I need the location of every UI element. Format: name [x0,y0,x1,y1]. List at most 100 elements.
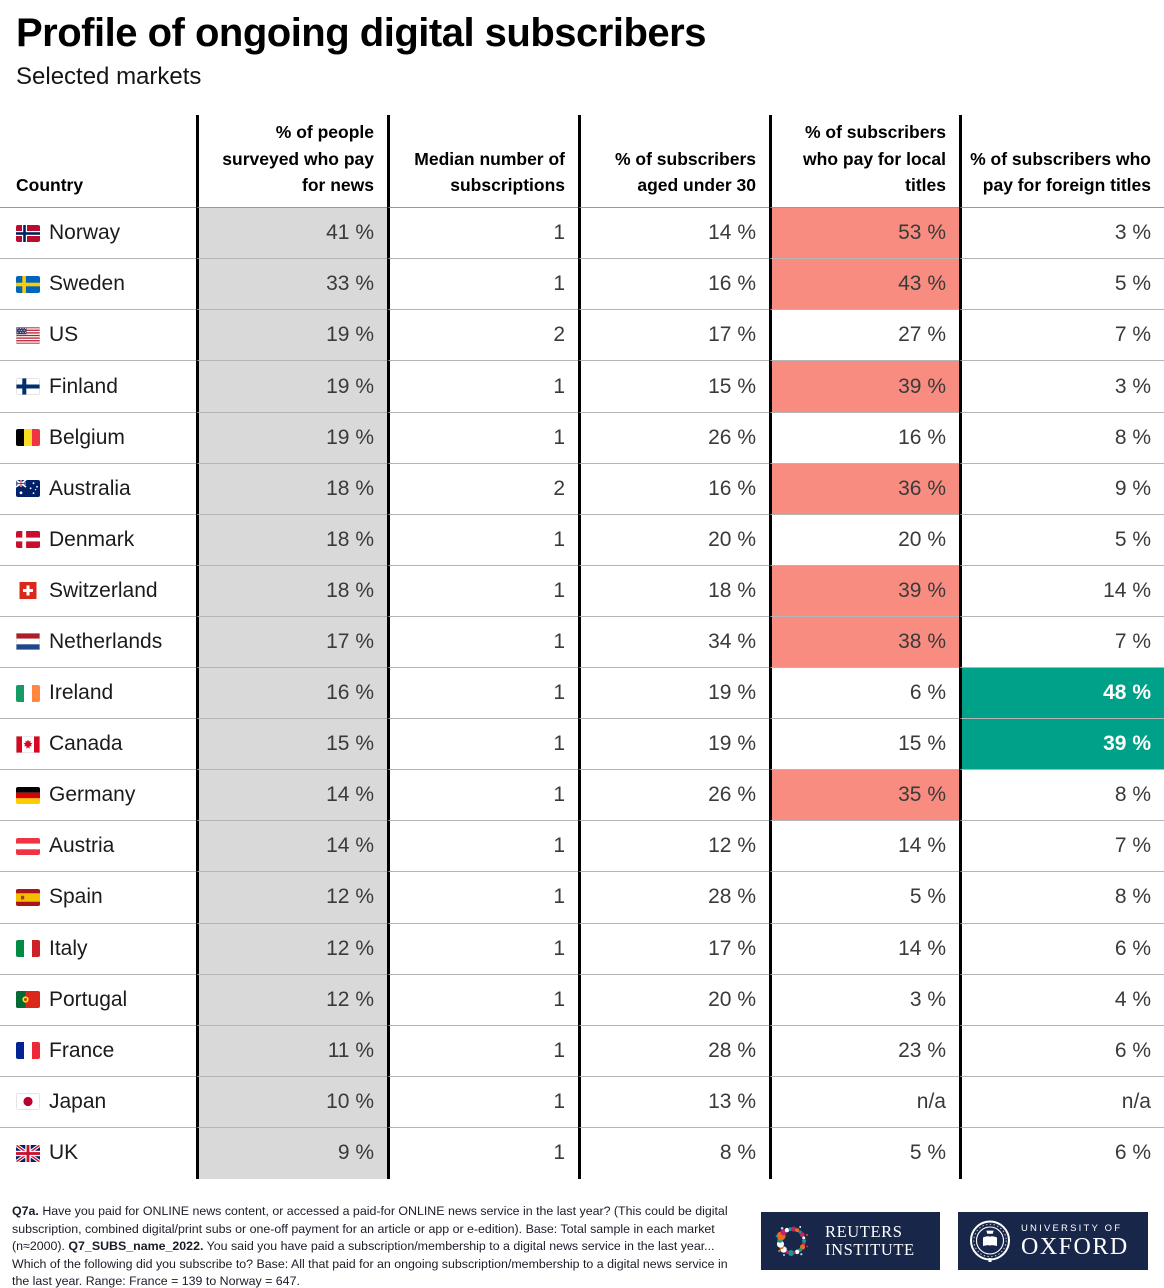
denmark-local-titles-cell: 20 % [769,514,959,566]
france-pay-for-news-cell: 11 % [196,1025,387,1077]
norway-local-titles-cell: 53 % [769,208,959,260]
japan-local-titles-cell: n/a [769,1076,959,1128]
portugal-row-label: Portugal [0,975,196,1026]
austria-row-label: Austria [0,821,196,873]
ireland-flag-icon [16,684,40,702]
germany-median-subscriptions-cell: 1 [387,770,578,822]
reuters-line1: REUTERS [825,1221,903,1241]
italy-row-label: Italy [0,924,196,975]
country-name: France [49,1038,115,1062]
belgium-local-titles-cell: 16 % [769,412,959,464]
country-name: Sweden [49,272,125,296]
france-flag-icon [16,1042,40,1060]
ireland-pay-for-news-cell: 16 % [196,668,387,720]
ireland-row-label: Ireland [0,668,196,720]
country-name: Italy [49,936,88,960]
university-of-oxford-logo: UNIVERSITY OF OXFORD [958,1212,1148,1270]
belgium-row-label: Belgium [0,413,196,464]
spain-flag-icon [16,888,40,906]
denmark-aged-under-30-cell: 20 % [578,514,769,566]
uk-aged-under-30-cell: 8 % [578,1127,769,1179]
spain-aged-under-30-cell: 28 % [578,872,769,924]
netherlands-local-titles-cell: 38 % [769,616,959,669]
denmark-median-subscriptions-cell: 1 [387,514,578,566]
austria-foreign-titles-cell: 7 % [959,821,1164,873]
ireland-median-subscriptions-cell: 1 [387,668,578,720]
norway-row-label: Norway [0,208,196,260]
page-title: Profile of ongoing digital subscribers [16,11,706,55]
japan-median-subscriptions-cell: 1 [387,1076,578,1128]
footnote-segment-3: You said you have paid a subscription/me… [12,1239,728,1288]
us-local-titles-cell: 27 % [769,310,959,362]
netherlands-flag-icon [16,633,40,651]
france-median-subscriptions-cell: 1 [387,1025,578,1077]
australia-local-titles-cell: 36 % [769,463,959,515]
norway-flag-icon [16,224,40,242]
norway-aged-under-30-cell: 14 % [578,208,769,260]
italy-median-subscriptions-cell: 1 [387,923,578,975]
japan-row-label: Japan [0,1077,196,1128]
reuters-institute-logo: REUTERS INSTITUTE [761,1212,940,1270]
norway-median-subscriptions-cell: 1 [387,208,578,260]
australia-flag-icon [16,480,40,498]
country-name: Netherlands [49,629,163,653]
austria-pay-for-news-cell: 14 % [196,821,387,873]
canada-foreign-titles-cell: 39 % [959,719,1164,771]
austria-flag-icon [16,837,40,855]
uk-median-subscriptions-cell: 1 [387,1127,578,1179]
japan-foreign-titles-cell: n/a [959,1076,1164,1128]
country-name: Switzerland [49,578,158,602]
portugal-local-titles-cell: 3 % [769,974,959,1026]
us-pay-for-news-cell: 19 % [196,310,387,362]
uk-pay-for-news-cell: 9 % [196,1127,387,1179]
denmark-row-label: Denmark [0,515,196,566]
italy-local-titles-cell: 14 % [769,923,959,975]
netherlands-row-label: Netherlands [0,617,196,669]
ireland-local-titles-cell: 6 % [769,668,959,720]
country-name: Japan [49,1089,107,1113]
netherlands-aged-under-30-cell: 34 % [578,616,769,669]
country-name: UK [49,1141,79,1165]
switzerland-foreign-titles-cell: 14 % [959,565,1164,617]
country-name: Canada [49,732,123,756]
germany-foreign-titles-cell: 8 % [959,770,1164,822]
australia-median-subscriptions-cell: 2 [387,463,578,515]
finland-row-label: Finland [0,361,196,413]
country-name: Denmark [49,527,135,551]
spain-foreign-titles-cell: 8 % [959,872,1164,924]
sweden-median-subscriptions-cell: 1 [387,259,578,311]
netherlands-pay-for-news-cell: 17 % [196,616,387,669]
subscribers-table: Country% of people surveyed who pay for … [0,115,1164,1179]
japan-pay-for-news-cell: 10 % [196,1076,387,1128]
norway-pay-for-news-cell: 41 % [196,208,387,260]
switzerland-row-label: Switzerland [0,566,196,617]
spain-median-subscriptions-cell: 1 [387,872,578,924]
finland-flag-icon [16,378,40,396]
belgium-foreign-titles-cell: 8 % [959,412,1164,464]
germany-row-label: Germany [0,770,196,822]
portugal-foreign-titles-cell: 4 % [959,974,1164,1026]
australia-foreign-titles-cell: 9 % [959,463,1164,515]
canada-pay-for-news-cell: 15 % [196,719,387,771]
uk-flag-icon [16,1144,40,1162]
oxford-wordmark: UNIVERSITY OF OXFORD [1021,1223,1129,1259]
canada-flag-icon [16,735,40,753]
germany-local-titles-cell: 35 % [769,770,959,822]
country-name: Finland [49,374,118,398]
france-local-titles-cell: 23 % [769,1025,959,1077]
sweden-pay-for-news-cell: 33 % [196,259,387,311]
country-name: Germany [49,783,136,807]
sweden-flag-icon [16,275,40,293]
italy-pay-for-news-cell: 12 % [196,923,387,975]
column-header-2: Median number of subscriptions [387,115,578,209]
column-header-4: % of subscribers who pay for local title… [769,115,959,209]
japan-flag-icon [16,1093,40,1111]
spain-pay-for-news-cell: 12 % [196,872,387,924]
column-header-5: % of subscribers who pay for foreign tit… [959,115,1164,209]
uk-foreign-titles-cell: 6 % [959,1127,1164,1179]
finland-local-titles-cell: 39 % [769,361,959,413]
finland-foreign-titles-cell: 3 % [959,361,1164,413]
italy-aged-under-30-cell: 17 % [578,923,769,975]
spain-local-titles-cell: 5 % [769,872,959,924]
